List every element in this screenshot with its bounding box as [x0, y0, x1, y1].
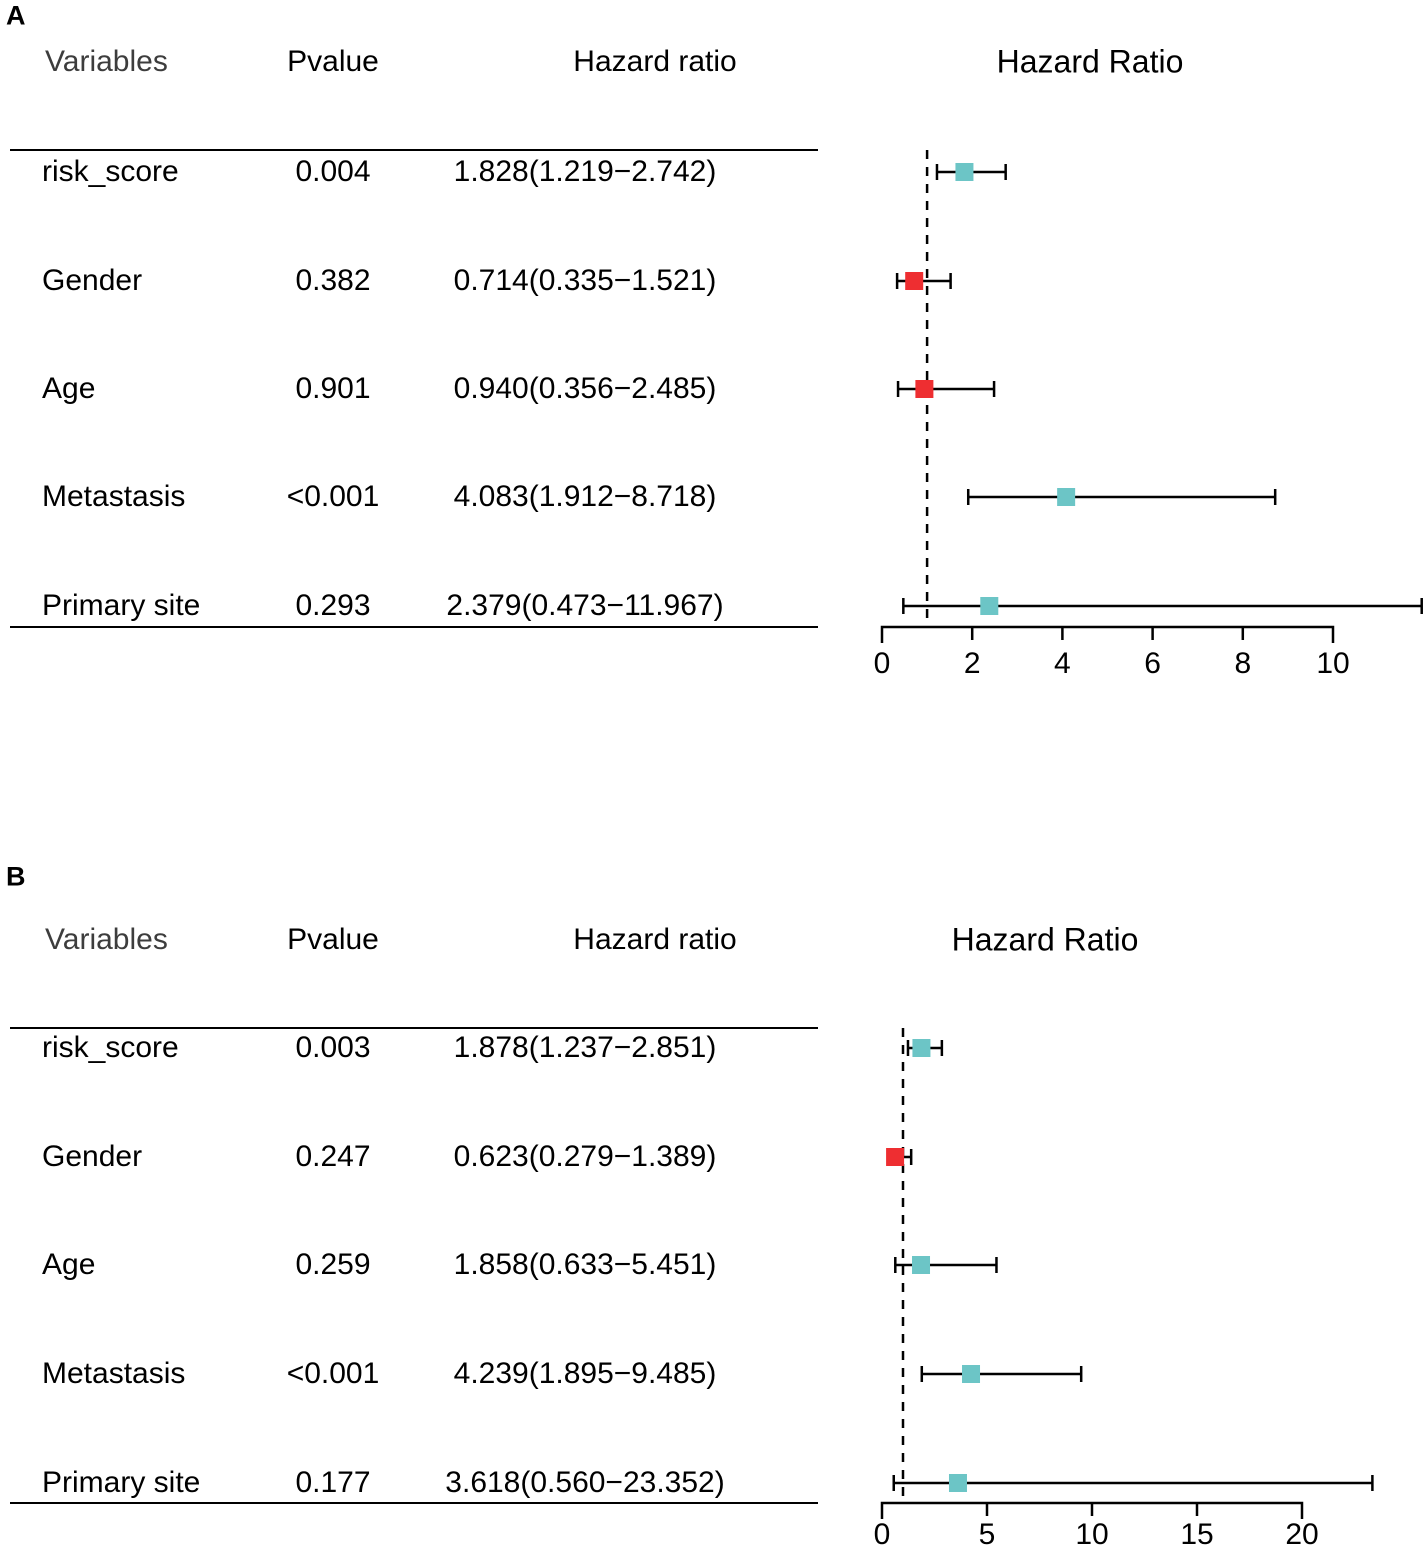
row-pvalue: <0.001 [286, 1357, 380, 1390]
column-header-hazard-ratio: Hazard ratio [573, 45, 737, 78]
row-pvalue: 0.382 [295, 264, 371, 297]
hr-marker [980, 597, 999, 615]
row-hr-text: 4.239(1.895−9.485) [453, 1357, 717, 1390]
x-axis [880, 625, 1335, 643]
row-variable: Age [42, 372, 96, 405]
table-rule-top [10, 149, 818, 151]
row-hr-text: 0.940(0.356−2.485) [453, 372, 717, 405]
row-hr-text: 1.858(0.633−5.451) [453, 1248, 717, 1281]
plot-title: Hazard Ratio [951, 921, 1139, 958]
x-tick-label: 4 [1054, 647, 1071, 680]
x-tick-label: 6 [1144, 647, 1161, 680]
column-header-variables: Variables [45, 45, 168, 78]
row-variable: Primary site [42, 1466, 201, 1499]
row-variable: Metastasis [42, 1357, 186, 1390]
row-hr-text: 4.083(1.912−8.718) [453, 480, 717, 513]
row-pvalue: 0.293 [295, 589, 371, 622]
row-variable: Gender [42, 1140, 143, 1173]
hr-marker [886, 1148, 905, 1166]
hr-marker [912, 1039, 931, 1057]
column-header-variables: Variables [45, 923, 168, 956]
row-pvalue: 0.003 [295, 1031, 371, 1064]
row-variable: risk_score [42, 155, 179, 188]
row-variable: Metastasis [42, 480, 186, 513]
row-variable: Age [42, 1248, 96, 1281]
row-variable: Primary site [42, 589, 201, 622]
column-header-pvalue: Pvalue [287, 45, 379, 78]
hr-marker [948, 1474, 967, 1492]
hr-marker [955, 163, 974, 181]
hr-marker [905, 272, 924, 290]
row-variable: Gender [42, 264, 143, 297]
hr-marker [912, 1256, 931, 1274]
panel-label-b: B [6, 861, 26, 892]
column-header-hazard-ratio: Hazard ratio [573, 923, 737, 956]
x-tick-label: 20 [1285, 1518, 1318, 1548]
row-pvalue: 0.247 [295, 1140, 371, 1173]
hr-marker [915, 380, 934, 398]
table-rule-top [10, 1027, 818, 1029]
hr-marker [962, 1365, 981, 1383]
row-pvalue: 0.259 [295, 1248, 371, 1281]
row-hr-text: 3.618(0.560−23.352) [445, 1466, 725, 1499]
row-hr-text: 0.623(0.279−1.389) [453, 1140, 717, 1173]
row-pvalue: 0.177 [295, 1466, 371, 1499]
row-pvalue: 0.004 [295, 155, 371, 188]
x-tick-label: 0 [874, 647, 891, 680]
x-tick-label: 2 [964, 647, 981, 680]
table-rule-bottom [10, 1502, 818, 1504]
row-pvalue: 0.901 [295, 372, 371, 405]
row-variable: risk_score [42, 1031, 179, 1064]
table-rule-bottom [10, 626, 818, 628]
x-tick-label: 0 [874, 1518, 891, 1548]
x-tick-label: 8 [1234, 647, 1251, 680]
x-tick-label: 15 [1180, 1518, 1213, 1548]
row-hr-text: 2.379(0.473−11.967) [446, 589, 724, 622]
hr-marker [1057, 488, 1076, 506]
row-hr-text: 1.828(1.219−2.742) [453, 155, 717, 188]
row-pvalue: <0.001 [286, 480, 380, 513]
x-tick-label: 5 [979, 1518, 996, 1548]
row-hr-text: 1.878(1.237−2.851) [453, 1031, 717, 1064]
column-header-pvalue: Pvalue [287, 923, 379, 956]
row-hr-text: 0.714(0.335−1.521) [453, 264, 717, 297]
plot-title: Hazard Ratio [996, 43, 1184, 80]
panel-label-a: A [6, 0, 26, 31]
x-tick-label: 10 [1316, 647, 1349, 680]
x-tick-label: 10 [1075, 1518, 1108, 1548]
